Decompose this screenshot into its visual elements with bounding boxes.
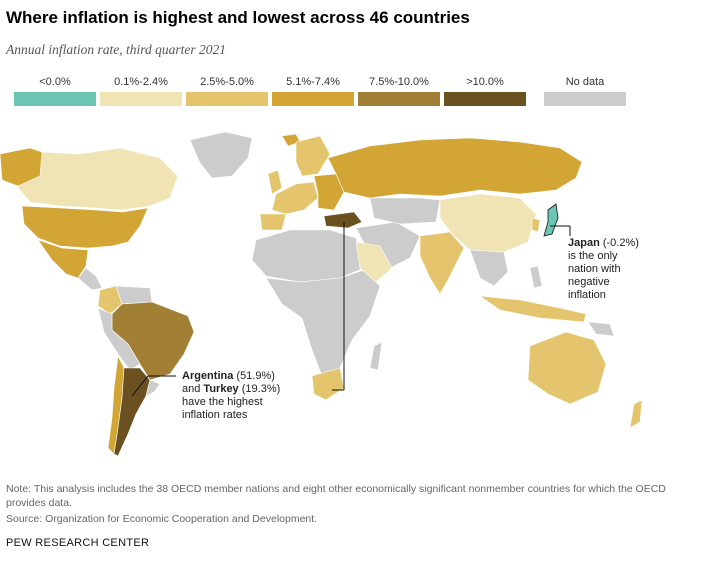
argentina-name: Argentina [182,370,234,382]
legend-label: >10.0% [466,76,504,88]
legend-item-over-10: >10.0% [444,75,526,106]
philippines [529,265,543,289]
japan-text: negative [568,276,610,288]
australia [527,331,607,405]
south-africa [311,367,345,401]
turkey-value: (19.3%) [241,383,281,395]
chart-title: Where inflation is highest and lowest ac… [6,8,470,27]
japan [543,203,559,237]
china [439,193,537,253]
legend-item-7-10: 7.5%-10.0% [358,75,440,106]
legend-item-2-5: 2.5%-5.0% [186,75,268,106]
india [419,231,465,295]
and-text: and [182,383,201,395]
japan-text: is the only [568,250,618,262]
arg-turkey-text: have the highest [182,396,263,408]
footnote: Note: This analysis includes the 38 OECD… [6,483,666,509]
legend-swatch [186,92,268,106]
iberia [259,213,287,231]
alaska [0,147,43,187]
indonesia [478,295,587,323]
argentina-leader-line [131,375,149,397]
sub-saharan-africa [265,269,381,377]
japan-annotation: Japan (-0.2%) is the only nation with ne… [568,237,639,302]
argentina-value: (51.9%) [236,370,275,382]
western-europe [271,181,319,215]
legend-item-negative: <0.0% [14,75,96,106]
legend-item-5-7: 5.1%-7.4% [272,75,354,106]
japan-text: nation with [568,263,621,275]
legend-swatch [358,92,440,106]
legend-label: 7.5%-10.0% [369,76,429,88]
legend-label: 5.1%-7.4% [286,76,340,88]
legend: <0.0% 0.1%-2.4% 2.5%-5.0% 5.1%-7.4% 7.5%… [14,75,634,109]
legend-label: 0.1%-2.4% [114,76,168,88]
legend-label: <0.0% [39,76,71,88]
chart-subtitle: Annual inflation rate, third quarter 202… [6,42,227,57]
legend-label: No data [565,76,605,88]
japan-name: Japan [568,237,600,249]
legend-swatch [544,92,626,106]
argentina-turkey-annotation: Argentina (51.9%) and Turkey (19.3%) hav… [182,370,280,422]
south-korea [531,217,541,233]
central-asia [369,197,441,225]
canada [13,147,179,211]
greenland [189,131,253,179]
turkey [323,211,363,229]
legend-swatch [100,92,182,106]
andean-countries [97,307,141,371]
colombia [97,285,123,315]
united-states [21,205,149,249]
legend-swatch [272,92,354,106]
papua-new-guinea [587,321,615,337]
southeast-asia [469,249,509,287]
saudi-arabia [355,241,393,283]
brand-logo-text: PEW RESEARCH CENTER [6,537,150,549]
arg-turkey-text: inflation rates [182,409,248,421]
north-africa [251,229,365,283]
mexico [37,239,89,279]
turkey-name: Turkey [203,383,239,395]
uruguay [145,379,161,397]
northern-south-america [115,285,153,305]
russia [327,137,583,199]
legend-swatch [444,92,526,106]
new-zealand [629,399,643,429]
central-america [77,267,103,291]
legend-label: 2.5%-5.0% [200,76,254,88]
japan-text: inflation [568,289,606,301]
source-text: Source: Organization for Economic Cooper… [6,513,318,525]
legend-item-no-data: No data [544,75,626,106]
madagascar [369,341,383,371]
argentina [113,367,151,457]
japan-value: (-0.2%) [602,237,639,249]
united-kingdom [267,169,283,195]
world-map [0,131,643,457]
legend-item-0-2: 0.1%-2.4% [100,75,182,106]
legend-swatch [14,92,96,106]
scandinavia [295,135,331,177]
